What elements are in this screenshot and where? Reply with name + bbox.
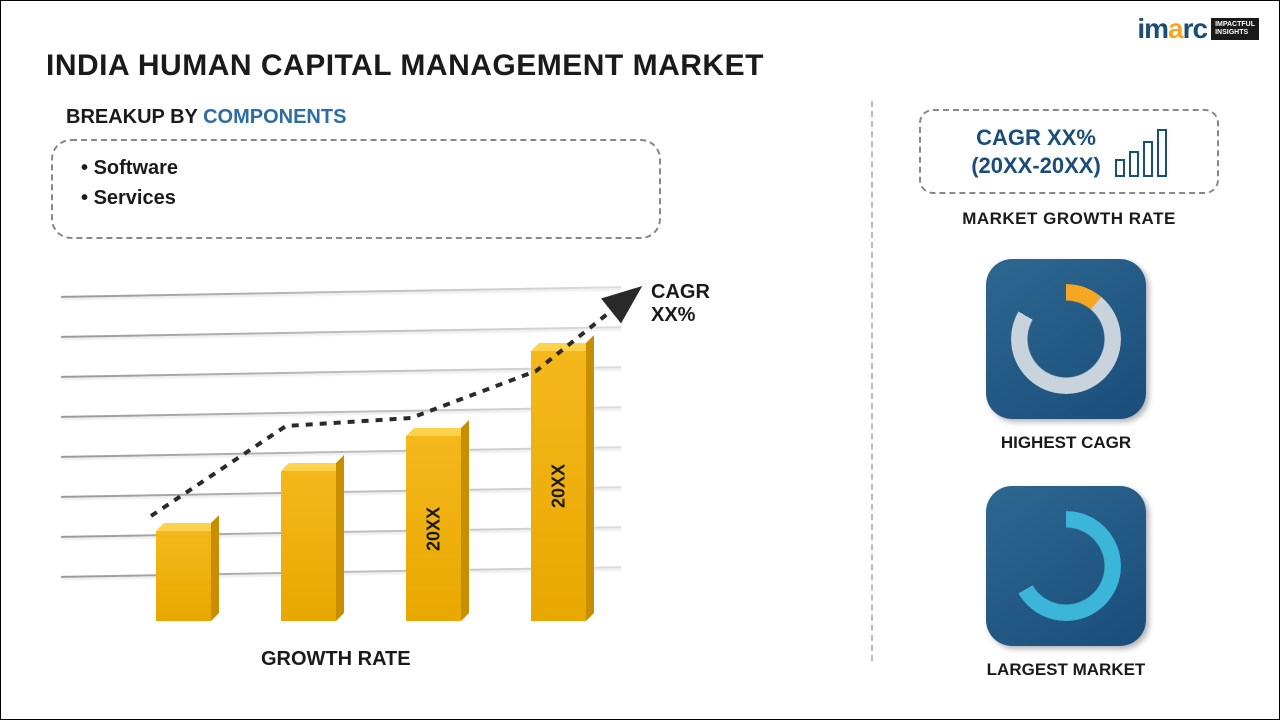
logo-tagline: IMPACTFULINSIGHTS: [1211, 18, 1259, 39]
component-item: • Software: [81, 153, 631, 183]
brand-logo: imarc IMPACTFULINSIGHTS: [1137, 13, 1259, 45]
highest-cagr-label: HIGHEST CAGR: [986, 433, 1146, 453]
mini-bars-icon: [1115, 127, 1167, 177]
highest-cagr-donut: XX%: [1011, 284, 1121, 394]
growth-bar-chart: 20XX20XX CAGR XX% GROWTH RATE: [61, 271, 701, 671]
largest-market-label: LARGEST MARKET: [986, 660, 1146, 680]
donut-center-value: XX: [1054, 556, 1078, 577]
cagr-summary-box: CAGR XX%(20XX-20XX): [919, 109, 1219, 194]
donut-center-value: XX%: [1046, 329, 1086, 350]
bar: [281, 471, 336, 621]
vertical-divider: [871, 101, 873, 661]
largest-market-card: XX: [986, 486, 1146, 646]
page-title: INDIA HUMAN CAPITAL MANAGEMENT MARKET: [46, 49, 764, 83]
market-growth-label: MARKET GROWTH RATE: [919, 209, 1219, 229]
bar: [156, 531, 211, 621]
highest-cagr-card: XX%: [986, 259, 1146, 419]
components-box: • Software • Services: [51, 139, 661, 239]
bars-container: 20XX 20XX: [121, 301, 621, 621]
cagr-summary-text: CAGR XX%(20XX-20XX): [971, 124, 1101, 179]
bar: 20XX: [531, 351, 586, 621]
breakup-heading: BREAKUP BY COMPONENTS: [66, 106, 346, 129]
largest-market-donut: XX: [1011, 511, 1121, 621]
growth-rate-label: GROWTH RATE: [261, 648, 411, 671]
cagr-label: CAGR XX%: [651, 281, 710, 327]
component-item: • Services: [81, 183, 631, 213]
bar: 20XX: [406, 436, 461, 621]
logo-text: imarc: [1137, 13, 1207, 45]
